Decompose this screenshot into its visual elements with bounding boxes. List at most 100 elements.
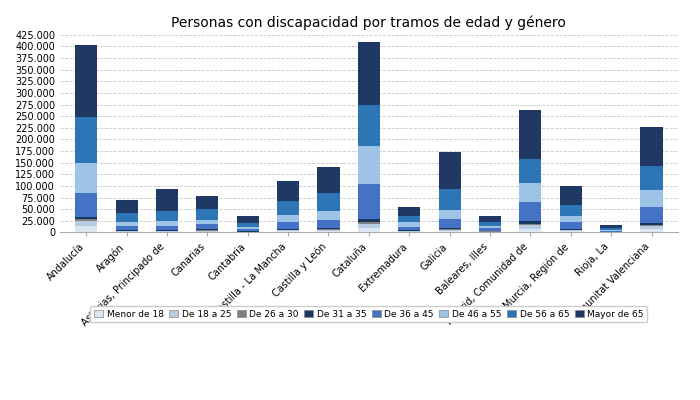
Bar [116, 231, 138, 232]
Bar [438, 189, 461, 210]
Bar [75, 217, 97, 219]
Bar [438, 229, 461, 230]
Bar [438, 220, 461, 228]
Bar [237, 227, 259, 230]
Bar [640, 226, 663, 229]
Bar [438, 210, 461, 220]
Bar [75, 194, 97, 217]
Bar [640, 127, 663, 166]
Bar [358, 222, 380, 224]
Bar [398, 222, 420, 226]
Bar [559, 204, 582, 216]
Bar [156, 189, 178, 211]
Bar [277, 201, 299, 215]
Bar [398, 216, 420, 222]
Bar [277, 181, 299, 201]
Bar [75, 44, 97, 117]
Bar [519, 110, 542, 159]
Bar [358, 218, 380, 222]
Bar [640, 225, 663, 226]
Bar [75, 226, 97, 232]
Bar [317, 229, 340, 230]
Bar [358, 228, 380, 232]
Bar [640, 207, 663, 223]
Bar [519, 159, 542, 183]
Bar [438, 152, 461, 189]
Bar [317, 167, 340, 193]
Bar [398, 206, 420, 216]
Bar [600, 231, 622, 232]
Bar [640, 223, 663, 225]
Bar [196, 196, 218, 210]
Bar [600, 230, 622, 231]
Bar [317, 231, 340, 232]
Bar [237, 224, 259, 227]
Bar [398, 231, 420, 232]
Bar [75, 117, 97, 163]
Bar [640, 190, 663, 207]
Bar [358, 146, 380, 184]
Bar [519, 226, 542, 229]
Bar [479, 228, 501, 231]
Bar [156, 221, 178, 226]
Bar [237, 216, 259, 224]
Bar [479, 226, 501, 228]
Bar [559, 216, 582, 222]
Bar [519, 183, 542, 202]
Bar [438, 228, 461, 229]
Bar [398, 230, 420, 231]
Bar [438, 231, 461, 232]
Bar [196, 220, 218, 224]
Bar [116, 226, 138, 230]
Bar [559, 231, 582, 232]
Bar [559, 186, 582, 204]
Bar [116, 213, 138, 222]
Bar [559, 222, 582, 229]
Bar [156, 226, 178, 230]
Bar [600, 225, 622, 228]
Bar [196, 210, 218, 220]
Bar [196, 231, 218, 232]
Bar [519, 229, 542, 232]
Bar [317, 230, 340, 231]
Bar [277, 230, 299, 231]
Bar [358, 184, 380, 218]
Bar [317, 228, 340, 229]
Bar [75, 163, 97, 194]
Title: Personas con discapacidad por tramos de edad y género: Personas con discapacidad por tramos de … [172, 15, 566, 30]
Bar [519, 221, 542, 224]
Bar [438, 230, 461, 231]
Bar [196, 230, 218, 231]
Bar [479, 216, 501, 222]
Bar [559, 229, 582, 230]
Bar [237, 230, 259, 231]
Bar [640, 229, 663, 232]
Bar [156, 230, 178, 231]
Bar [317, 220, 340, 228]
Bar [156, 231, 178, 232]
Bar [559, 230, 582, 231]
Bar [196, 224, 218, 230]
Bar [600, 228, 622, 230]
Bar [277, 231, 299, 232]
Bar [317, 193, 340, 211]
Bar [277, 229, 299, 230]
Legend: Menor de 18, De 18 a 25, De 26 a 30, De 31 a 35, De 36 a 45, De 46 a 55, De 56 a: Menor de 18, De 18 a 25, De 26 a 30, De … [90, 306, 648, 322]
Bar [156, 211, 178, 221]
Bar [519, 224, 542, 226]
Bar [317, 211, 340, 220]
Bar [398, 226, 420, 230]
Bar [479, 222, 501, 226]
Bar [116, 200, 138, 213]
Bar [277, 222, 299, 229]
Bar [640, 166, 663, 190]
Bar [358, 224, 380, 228]
Bar [358, 42, 380, 104]
Bar [116, 230, 138, 231]
Bar [116, 222, 138, 226]
Bar [519, 202, 542, 221]
Bar [358, 104, 380, 146]
Bar [75, 219, 97, 221]
Bar [75, 221, 97, 226]
Bar [277, 215, 299, 222]
